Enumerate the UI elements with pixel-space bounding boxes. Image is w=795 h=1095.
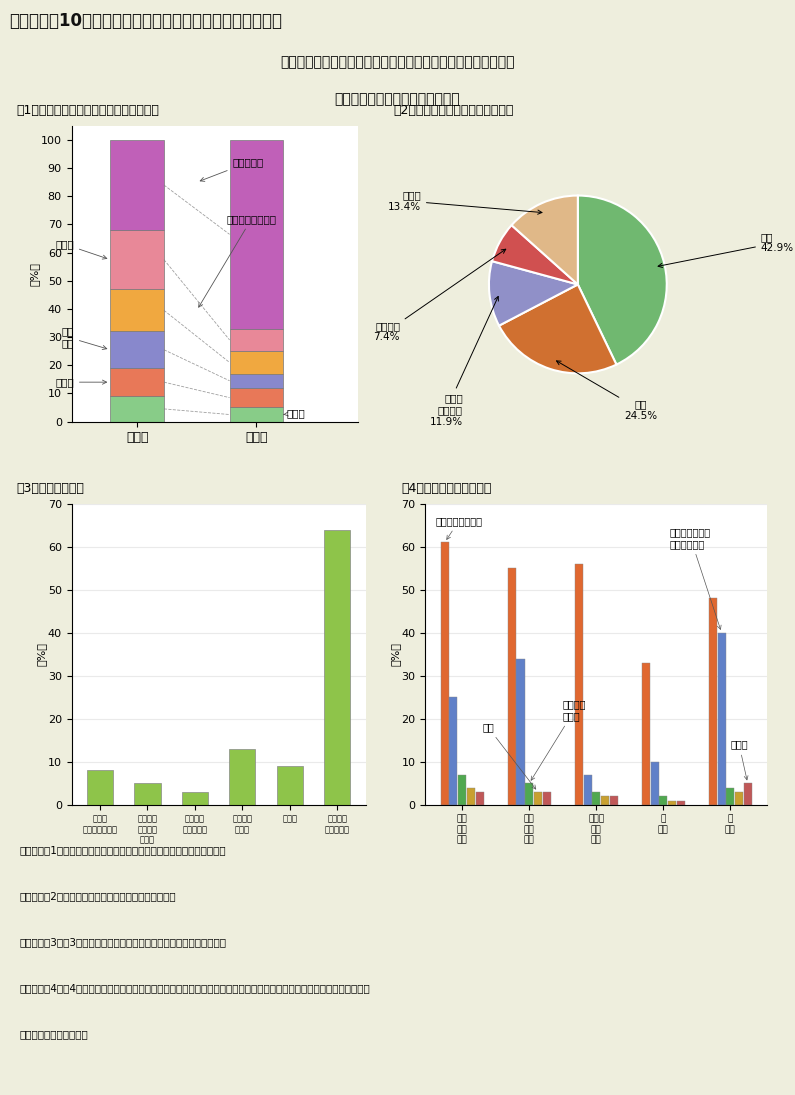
- Bar: [111, 230, 164, 289]
- Bar: [727, 787, 735, 805]
- Bar: [525, 783, 533, 805]
- Text: 4．（4）の「それ以外の県内」は、「仮設住宅団地周辺」及び「被災前に住んでいた地域周辺」以外の福島県内: 4．（4）の「それ以外の県内」は、「仮設住宅団地周辺」及び「被災前に住んでいた地…: [20, 983, 370, 993]
- Bar: [584, 775, 591, 805]
- Bar: [229, 749, 255, 805]
- Wedge shape: [499, 285, 616, 373]
- Text: 被災前に住んで
いた地域周辺: 被災前に住んで いた地域周辺: [670, 528, 721, 630]
- Text: それ以外
の県内: それ以外 の県内: [531, 700, 586, 781]
- Bar: [111, 368, 164, 396]
- Bar: [277, 766, 303, 805]
- Bar: [650, 762, 658, 805]
- Bar: [111, 289, 164, 332]
- Bar: [87, 771, 113, 805]
- Bar: [449, 698, 457, 805]
- Text: 2．グラフはすべて「不明」を除く構成比。: 2．グラフはすべて「不明」を除く構成比。: [20, 891, 176, 901]
- Bar: [111, 140, 164, 230]
- Bar: [182, 792, 208, 805]
- Text: 仮設住宅入居者は震災後、家事・無職になっている者が多く、: 仮設住宅入居者は震災後、家事・無職になっている者が多く、: [281, 55, 514, 69]
- Bar: [668, 800, 676, 805]
- Bar: [575, 564, 583, 805]
- Wedge shape: [489, 261, 578, 325]
- Text: （1）仮説住宅への避難前後の仕事の状況: （1）仮説住宅への避難前後の仕事の状況: [16, 104, 159, 117]
- Bar: [659, 796, 667, 805]
- Bar: [709, 598, 717, 805]
- Text: 仮設住宅団地周辺での就労を希望: 仮設住宅団地周辺での就労を希望: [335, 92, 460, 106]
- Text: その他: その他: [55, 239, 107, 260]
- Text: （4）今後希望する勤務地: （4）今後希望する勤務地: [401, 482, 492, 495]
- Bar: [735, 792, 743, 805]
- Bar: [534, 792, 542, 805]
- Bar: [508, 568, 516, 805]
- Bar: [642, 662, 650, 805]
- Bar: [324, 530, 351, 805]
- Bar: [592, 792, 600, 805]
- Text: 3．（3）は、現在働いていると回答があった者の構成割合。: 3．（3）は、現在働いていると回答があった者の構成割合。: [20, 937, 227, 947]
- Bar: [744, 783, 752, 805]
- Bar: [475, 792, 483, 805]
- Bar: [467, 787, 475, 805]
- Text: 流通・サービス業: 流通・サービス業: [199, 214, 277, 308]
- Bar: [677, 800, 684, 805]
- Wedge shape: [511, 196, 578, 285]
- Wedge shape: [578, 196, 667, 365]
- Y-axis label: （%）: （%）: [29, 262, 40, 286]
- Wedge shape: [492, 226, 578, 285]
- Bar: [230, 407, 283, 422]
- Bar: [230, 328, 283, 351]
- Bar: [517, 658, 525, 805]
- Bar: [134, 783, 161, 805]
- Text: その他: その他: [731, 739, 748, 780]
- Text: を指す。: を指す。: [20, 1029, 88, 1039]
- Bar: [230, 388, 283, 407]
- Bar: [610, 796, 618, 805]
- Text: 給与
24.5%: 給与 24.5%: [556, 361, 657, 420]
- Text: 雇用保険
7.4%: 雇用保険 7.4%: [374, 250, 506, 343]
- Text: （3）現職の探し方: （3）現職の探し方: [16, 482, 83, 495]
- Text: 仮設住宅団地周辺: 仮設住宅団地周辺: [436, 516, 483, 540]
- Text: 建設業: 建設業: [283, 408, 305, 418]
- Text: 県外: 県外: [483, 723, 536, 789]
- Bar: [230, 351, 283, 373]
- Bar: [718, 633, 726, 805]
- Y-axis label: （%）: （%）: [390, 643, 400, 666]
- Bar: [440, 542, 448, 805]
- Text: 預金の
取り崩し
11.9%: 預金の 取り崩し 11.9%: [429, 297, 498, 427]
- Bar: [111, 332, 164, 368]
- Text: （備考）　1．福島県「就労意向に関するアンケート調査」により作成。: （備考） 1．福島県「就労意向に関するアンケート調査」により作成。: [20, 845, 227, 855]
- Text: （2）仮設住宅入居後の主な収入源: （2）仮設住宅入居後の主な収入源: [394, 104, 514, 117]
- Bar: [230, 140, 283, 328]
- Text: 第２－２－10図　福島県仮設住宅入居者の雇用・所得環境: 第２－２－10図 福島県仮設住宅入居者の雇用・所得環境: [10, 12, 282, 30]
- Bar: [601, 796, 609, 805]
- Text: 農林
漁業: 農林 漁業: [61, 326, 107, 349]
- Y-axis label: （%）: （%）: [37, 643, 46, 666]
- Bar: [230, 373, 283, 388]
- Bar: [111, 396, 164, 422]
- Text: 製造業: 製造業: [55, 377, 107, 388]
- Bar: [543, 792, 551, 805]
- Text: その他
13.4%: その他 13.4%: [388, 189, 542, 215]
- Text: 家事・無職: 家事・無職: [200, 158, 264, 182]
- Text: 年金
42.9%: 年金 42.9%: [658, 232, 794, 267]
- Bar: [458, 775, 466, 805]
